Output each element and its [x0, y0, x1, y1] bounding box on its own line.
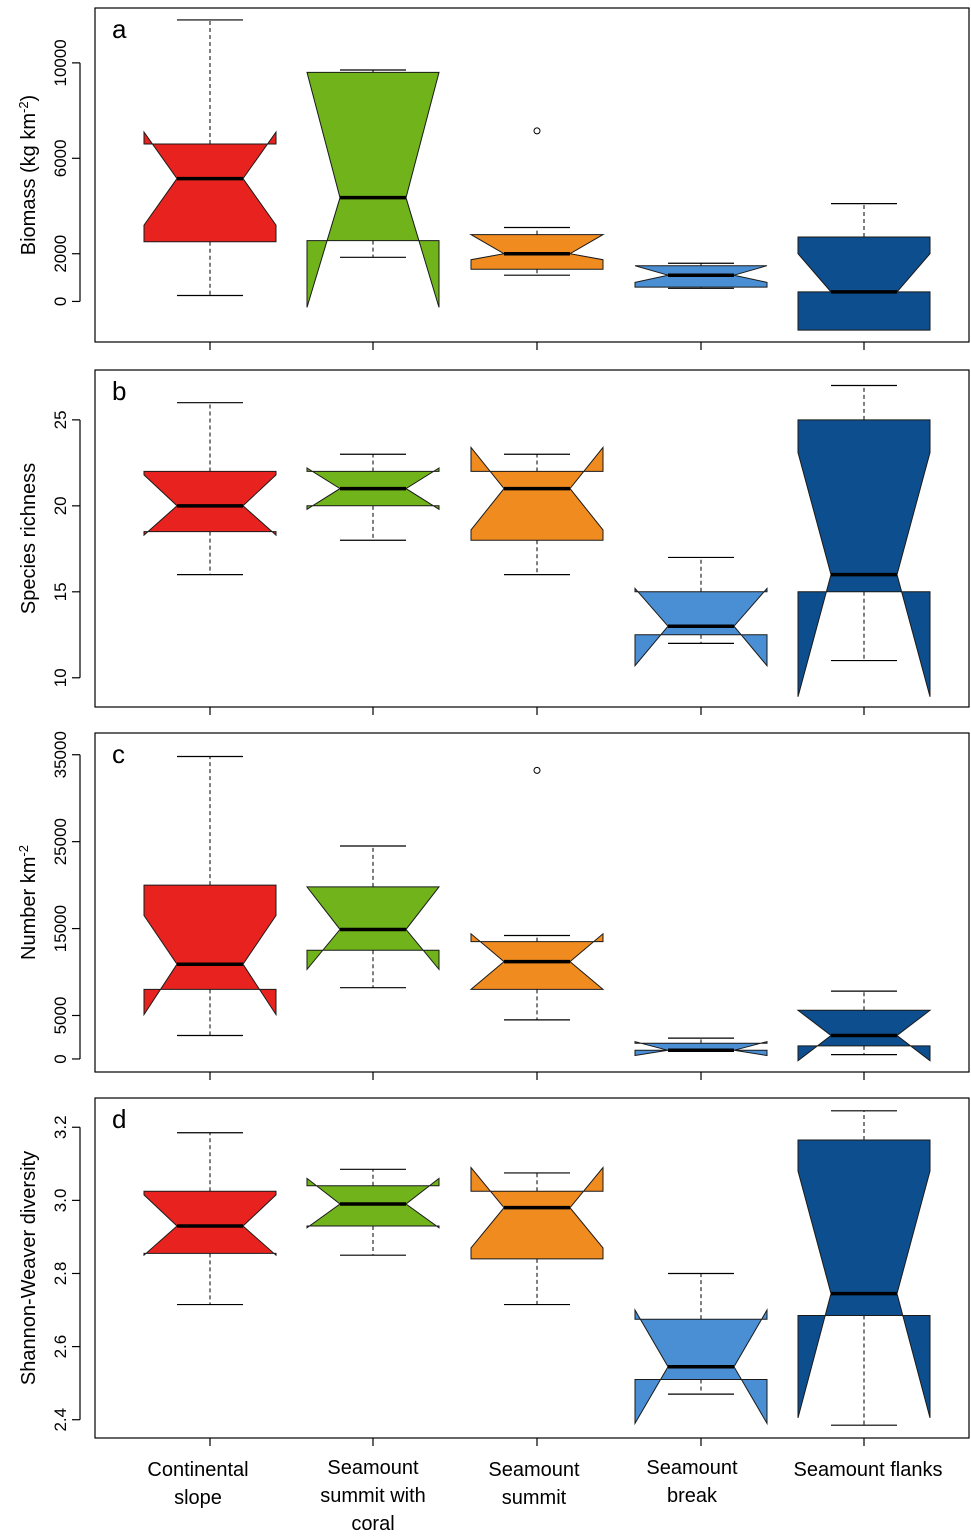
y-tick-label: 10000	[51, 39, 70, 86]
panel-frame	[94, 369, 970, 708]
box-d-4	[634, 1272, 768, 1426]
box-b-3	[470, 445, 604, 576]
box-d-3	[470, 1166, 604, 1306]
notched-box	[797, 236, 931, 331]
panel-d: d 2.4 2.6 2.8 3.0 3.2 Shannon-Weaver diversity	[18, 1097, 970, 1446]
box-b-5	[797, 384, 931, 697]
notched-box	[470, 1166, 604, 1260]
panel-letter: c	[112, 739, 125, 769]
notched-box	[797, 1139, 931, 1419]
x-category-label: Continental slope	[147, 1459, 248, 1509]
y-tick-label: 3.2	[51, 1115, 70, 1139]
y-tick-label: 2.4	[51, 1408, 70, 1432]
x-category-labels: Continental slope Seamount summit with coral…	[147, 1457, 942, 1535]
x-category-label: Seamount break	[646, 1457, 738, 1507]
y-axis-label: Shannon-Weaver diversity	[18, 1151, 40, 1385]
y-axis-label: Species richness	[18, 463, 40, 614]
notched-box	[143, 130, 277, 243]
y-tick-label: 15000	[51, 905, 70, 952]
panel-c: c 0 5000 15000 25000 35000 Number km-2	[16, 731, 970, 1080]
notched-box	[797, 419, 931, 697]
box-d-1	[143, 1132, 277, 1306]
notched-box	[470, 445, 604, 541]
y-tick-label: 5000	[51, 997, 70, 1035]
notched-box	[143, 884, 277, 1017]
x-category-label: Seamount flanks	[794, 1459, 943, 1481]
y-tick-label: 35000	[51, 731, 70, 778]
box-c-1	[143, 755, 277, 1037]
y-tick-label: 2.6	[51, 1335, 70, 1359]
y-tick-label: 2.8	[51, 1262, 70, 1286]
outlier-point	[533, 766, 541, 774]
panel-b: b 10 15 20 25 Species richness	[18, 369, 970, 715]
panel-frame	[94, 732, 970, 1073]
box-c-4	[634, 1037, 768, 1057]
box-a-2	[306, 69, 440, 308]
box-b-2	[306, 453, 440, 541]
outlier-point	[533, 127, 541, 135]
y-axis-label: Biomass (kg km-2)	[16, 95, 41, 255]
notched-box	[143, 1190, 277, 1257]
box-a-4	[634, 262, 768, 289]
y-tick-label: 25000	[51, 818, 70, 865]
notched-box	[469, 234, 605, 270]
box-b-4	[634, 556, 768, 668]
x-category-label: Seamount summit with coral	[320, 1457, 426, 1535]
box-b-1	[143, 402, 277, 576]
y-tick-label: 6000	[51, 139, 70, 177]
panel-frame	[94, 7, 970, 343]
y-tick-label: 3.0	[51, 1189, 70, 1213]
y-tick-label: 2000	[51, 235, 70, 273]
box-d-5	[797, 1110, 931, 1426]
y-tick-label: 25	[51, 410, 70, 429]
panel-letter: d	[112, 1104, 126, 1134]
y-tick-label: 10	[51, 668, 70, 687]
panel-letter: a	[112, 14, 127, 44]
notched-box	[306, 71, 440, 308]
y-axis-label: Number km-2	[16, 845, 41, 960]
box-a-5	[797, 203, 931, 331]
y-tick-label: 0	[51, 1054, 70, 1063]
y-tick-label: 0	[51, 297, 70, 306]
panel-frame	[94, 1097, 970, 1439]
box-c-5	[796, 990, 932, 1062]
box-c-2	[305, 845, 441, 989]
box-a-3	[469, 127, 605, 276]
y-tick-label: 20	[51, 496, 70, 515]
box-a-1	[143, 19, 277, 297]
y-tick-label: 15	[51, 582, 70, 601]
notched-box	[143, 470, 277, 537]
panel-letter: b	[112, 376, 126, 406]
panel-a: a 0 2000 6000 10000 Biomass (kg km-2)	[16, 7, 970, 350]
box-c-3	[469, 766, 605, 1021]
box-d-2	[306, 1168, 440, 1256]
x-category-label: Seamount summit	[488, 1459, 580, 1509]
